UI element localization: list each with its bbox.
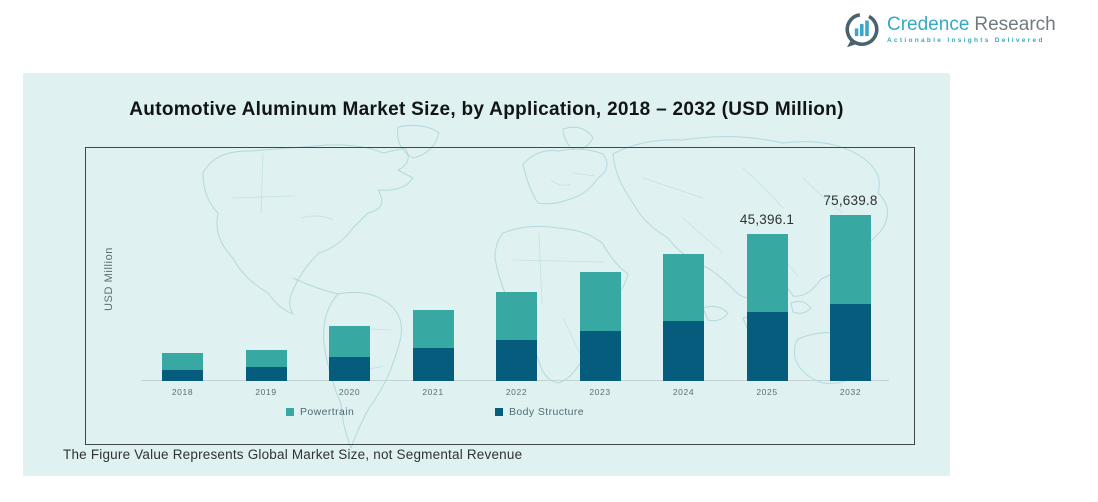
bar-segment-powertrain (663, 253, 704, 321)
bar-segment-powertrain (329, 325, 370, 357)
bar-segment-powertrain (162, 352, 203, 370)
x-tick-2024: 2024 (672, 387, 695, 397)
data-label-2025: 45,396.1 (739, 211, 795, 227)
bar-2032 (830, 214, 871, 381)
legend-label: Body Structure (509, 406, 585, 418)
legend-item-body-structure: Body Structure (495, 406, 584, 418)
bar-segment-powertrain (579, 271, 621, 331)
bar-segment-body-structure (496, 339, 537, 381)
legend: Powertrain Body Structure (86, 406, 914, 422)
legend-item-powertrain: Powertrain (286, 406, 354, 418)
plot-area: USD Million Powertrain Body Structure 20… (85, 147, 915, 445)
x-axis-line (141, 380, 889, 381)
bar-segment-powertrain (245, 349, 287, 367)
bar-2025 (746, 233, 788, 381)
chart-title: Automotive Aluminum Market Size, by Appl… (129, 99, 844, 120)
bar-segment-powertrain (830, 214, 871, 304)
bar-segment-powertrain (412, 309, 454, 348)
x-tick-2023: 2023 (589, 387, 611, 397)
bar-2023 (579, 271, 621, 381)
x-tick-2020: 2020 (338, 387, 361, 397)
bar-segment-body-structure (329, 356, 370, 381)
chart-panel: Automotive Aluminum Market Size, by Appl… (23, 73, 950, 476)
x-tick-2025: 2025 (756, 387, 778, 397)
bar-segment-body-structure (162, 369, 203, 381)
bar-segment-body-structure (579, 330, 621, 381)
brand-logo: Credence Research Actionable Insights Del… (842, 10, 1056, 50)
chart-footnote: The Figure Value Represents Global Marke… (63, 447, 523, 462)
x-tick-2019: 2019 (255, 387, 277, 397)
brand-text: Credence Research Actionable Insights Del… (887, 10, 1056, 45)
x-tick-2021: 2021 (422, 387, 444, 397)
bar-2018 (162, 352, 203, 381)
x-tick-2032: 2032 (839, 387, 862, 397)
bar-segment-body-structure (746, 311, 788, 381)
bar-segment-body-structure (245, 366, 287, 381)
brand-tagline: Actionable Insights Delivered (887, 37, 1045, 44)
powertrain-swatch-icon (286, 408, 294, 416)
bar-segment-body-structure (663, 320, 704, 381)
brand-name-primary: Credence (887, 14, 970, 35)
bar-2022 (496, 291, 537, 381)
x-tick-2018: 2018 (171, 387, 194, 397)
body-structure-swatch-icon (495, 408, 503, 416)
bar-segment-powertrain (496, 291, 537, 340)
legend-label: Powertrain (300, 406, 355, 418)
data-label-2032: 75,639.8 (823, 192, 878, 208)
bar-2021 (412, 309, 454, 381)
x-tick-2022: 2022 (505, 387, 528, 397)
y-axis-label: USD Million (103, 246, 115, 312)
bar-2019 (245, 349, 287, 381)
bar-segment-powertrain (746, 233, 788, 312)
bar-segment-body-structure (830, 303, 871, 381)
bar-2020 (329, 325, 370, 381)
bar-segment-body-structure (412, 347, 454, 381)
brand-name-secondary: Research (974, 14, 1056, 35)
bar-chart-bubble-icon (845, 12, 879, 48)
bar-2024 (663, 253, 704, 381)
